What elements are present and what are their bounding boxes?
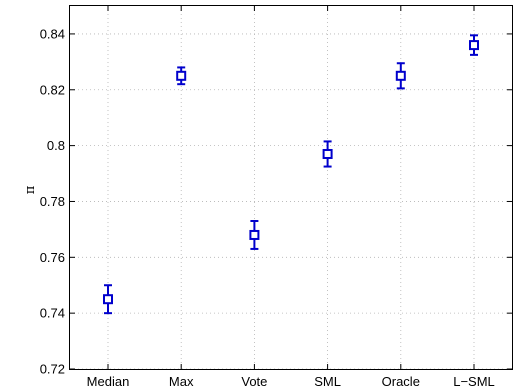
y-tick-label: 0.84 [40,26,65,41]
x-tick-labels: Median Max Vote SML Oracle L−SML [87,374,495,389]
axis-ticks [70,6,512,370]
plot-frame [69,5,513,370]
y-tick-label: 0.76 [40,250,65,265]
data-point [395,62,406,90]
y-tick-labels: 0.72 0.74 0.76 0.78 0.8 0.82 0.84 [40,26,65,376]
y-axis-label: π [23,185,38,194]
y-tick-label: 0.74 [40,306,65,321]
data-point [249,220,260,250]
y-tick-label: 0.72 [40,362,65,377]
x-tick-label: Oracle [382,374,420,389]
data-points [103,34,479,315]
x-tick-label: Vote [241,374,267,389]
data-point [469,34,479,56]
y-tick-label: 0.82 [40,82,65,97]
x-tick-label: L−SML [453,374,495,389]
square-marker [176,70,187,81]
square-marker [103,294,113,305]
data-point [322,140,333,168]
x-tick-label: Max [169,374,194,389]
square-marker [469,40,479,51]
x-tick-label: Median [87,374,130,389]
y-tick-label: 0.78 [40,194,65,209]
x-tick-label: SML [314,374,341,389]
y-tick-label: 0.8 [47,138,65,153]
square-marker [322,148,333,159]
data-point [103,284,113,315]
square-marker [249,229,260,240]
grid [70,6,512,370]
data-point [176,66,187,86]
square-marker [395,70,406,81]
